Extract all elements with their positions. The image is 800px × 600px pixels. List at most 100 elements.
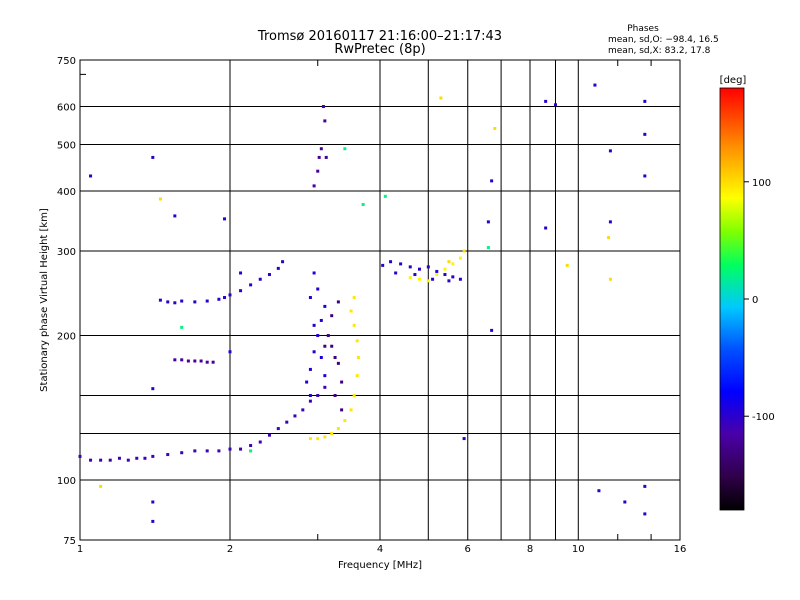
data-point [426, 265, 430, 269]
data-point [308, 296, 312, 300]
data-point [199, 359, 203, 363]
data-point [323, 304, 327, 308]
data-point [228, 447, 232, 451]
data-point [312, 271, 316, 275]
data-point [89, 174, 93, 178]
data-point [486, 246, 490, 250]
data-points [78, 83, 647, 523]
data-point [323, 435, 327, 439]
data-point [490, 179, 494, 183]
data-point [343, 419, 347, 423]
data-point [319, 355, 323, 359]
y-tick-label: 400 [57, 187, 76, 198]
y-tick-label: 750 [57, 56, 76, 67]
data-point [173, 301, 177, 305]
axis-ticks: 1 2 4 6 8 10 16 75 100 200 300 400 500 600 750 [57, 56, 686, 555]
phase-stats-o: mean, sd,O: −98.4, 16.5 [608, 35, 719, 45]
data-point [158, 298, 162, 302]
data-point [349, 309, 353, 313]
data-point [326, 334, 330, 338]
data-point [623, 500, 627, 504]
data-point [223, 217, 227, 221]
data-point [99, 484, 103, 488]
data-point [323, 374, 327, 378]
data-point [323, 385, 327, 389]
data-point [349, 408, 353, 412]
data-point [462, 437, 466, 441]
data-point [356, 355, 360, 359]
data-point [193, 359, 197, 363]
data-point [151, 155, 155, 159]
data-point [308, 394, 312, 398]
chart-subtitle: RwPretec (8p) [334, 42, 425, 57]
data-point [417, 267, 421, 271]
data-point [643, 484, 647, 488]
data-point [308, 367, 312, 371]
data-point [316, 437, 320, 441]
data-point [608, 149, 612, 153]
data-point [493, 126, 497, 130]
data-point [316, 169, 320, 173]
data-point [312, 323, 316, 327]
x-tick-label: 10 [572, 544, 585, 555]
data-point [249, 444, 253, 448]
data-point [223, 296, 227, 300]
data-point [180, 451, 184, 455]
data-point [99, 458, 103, 462]
data-point [258, 440, 262, 444]
data-point [565, 263, 569, 267]
data-point [151, 387, 155, 391]
data-point [126, 458, 130, 462]
data-point [321, 105, 325, 109]
data-point [166, 453, 170, 457]
data-point [173, 358, 177, 362]
data-point [267, 273, 271, 277]
data-point [228, 350, 232, 354]
data-point [305, 380, 309, 384]
data-point [330, 314, 334, 318]
data-point [151, 519, 155, 523]
data-point [607, 236, 611, 240]
data-point [323, 344, 327, 348]
data-point [158, 197, 162, 201]
data-point [355, 374, 359, 378]
data-point [340, 380, 344, 384]
data-point [143, 456, 147, 460]
data-point [544, 226, 548, 230]
data-point [324, 155, 328, 159]
y-axis-label: Stationary phase Virtual Height [km] [39, 208, 50, 392]
data-point [316, 334, 320, 338]
data-point [239, 289, 243, 293]
data-point [180, 358, 184, 362]
data-point [135, 456, 139, 460]
data-point [276, 427, 280, 431]
colorbar-tick-label: -100 [752, 412, 775, 423]
data-point [211, 360, 215, 364]
data-point [408, 276, 412, 280]
data-point [239, 271, 243, 275]
x-tick-label: 16 [674, 544, 687, 555]
data-point [312, 350, 316, 354]
data-point [217, 297, 221, 301]
y-tick-label: 300 [57, 247, 76, 258]
data-point [486, 220, 490, 224]
data-point [166, 300, 170, 304]
data-point [608, 220, 612, 224]
data-point [117, 456, 121, 460]
data-point [361, 202, 365, 206]
data-point [399, 262, 403, 266]
data-point [333, 394, 337, 398]
data-point [317, 155, 321, 159]
data-point [383, 194, 387, 198]
data-point [285, 420, 289, 424]
data-point [239, 447, 243, 451]
data-point [417, 277, 421, 281]
x-tick-label: 2 [227, 544, 233, 555]
data-point [643, 512, 647, 516]
y-tick-label: 200 [57, 332, 76, 343]
data-point [451, 262, 455, 266]
data-point [330, 432, 334, 436]
data-point [173, 214, 177, 218]
data-point [451, 275, 455, 279]
